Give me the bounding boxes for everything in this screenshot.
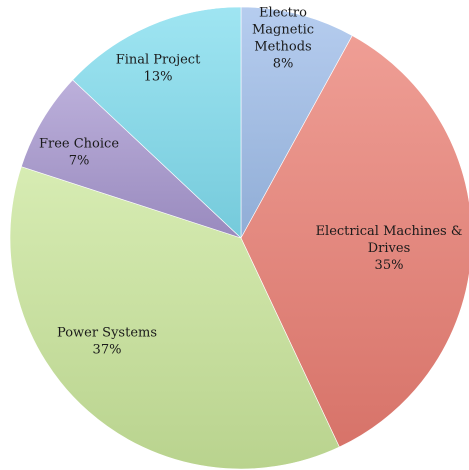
slice-name-line: Electro [259, 6, 307, 21]
slice-label-free-choice: Free Choice 7% [39, 137, 119, 169]
slice-value-label: 13% [144, 70, 173, 85]
slices-layer [9, 6, 469, 470]
slice-name-line: Drives [368, 241, 411, 256]
slice-value-label: 7% [69, 154, 90, 169]
slice-name-line: Methods [254, 40, 311, 55]
slice-name-line: Power Systems [57, 326, 157, 341]
slice-label-power-systems: Power Systems 37% [57, 326, 157, 358]
labels-layer: Electro Magnetic Methods 8% Electrical Machi… [39, 6, 462, 358]
pie-slice-electrical-machines-and-drives [240, 35, 469, 448]
slice-label-electro-magnetic-methods: Electro Magnetic Methods 8% [252, 6, 314, 72]
pie-slice-electro-magnetic-methods [240, 6, 353, 239]
pie-slice-power-systems [9, 166, 340, 470]
slice-name-line: Magnetic [252, 23, 314, 38]
pie-slice-final-project [72, 6, 242, 239]
pie-slice-free-choice [20, 79, 242, 239]
slice-value-label: 8% [273, 57, 294, 72]
slice-name-line: Final Project [116, 53, 201, 68]
slice-name-line: Free Choice [39, 137, 119, 152]
slice-label-electrical-machines-and-drives: Electrical Machines & Drives 35% [316, 224, 463, 273]
slice-name-line: Electrical Machines & [316, 224, 463, 239]
slice-label-final-project: Final Project 13% [116, 53, 201, 85]
slice-value-label: 37% [93, 343, 122, 358]
slice-value-label: 35% [375, 258, 404, 273]
